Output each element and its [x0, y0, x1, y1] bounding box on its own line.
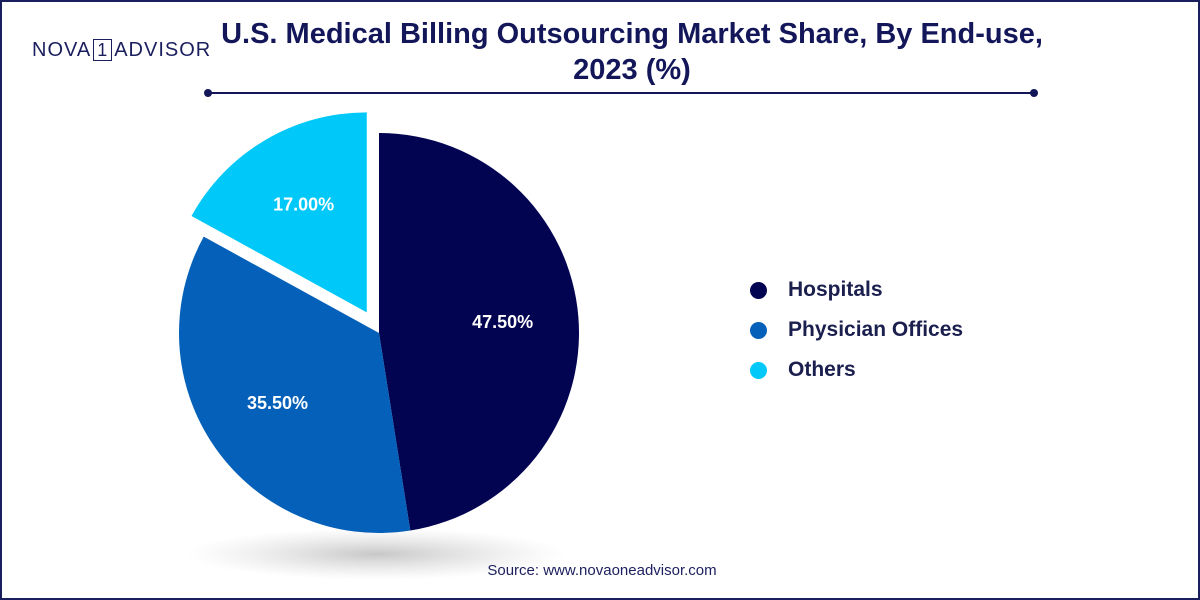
- pie-slice-others: [191, 112, 367, 313]
- legend-label-others: Others: [788, 358, 856, 381]
- data-label-physician-offices: 35.50%: [247, 393, 308, 413]
- legend-swatch-others: [750, 361, 767, 379]
- data-label-hospitals: 47.50%: [472, 312, 533, 332]
- brand-logo: NOVA 1 ADVISOR: [32, 35, 211, 65]
- logo-text-right: ADVISOR: [114, 38, 212, 61]
- pie-slice-physician-offices: [179, 236, 411, 533]
- logo-box: 1: [93, 39, 113, 61]
- legend-item-others: Others: [750, 350, 963, 390]
- divider-dot-left: [204, 89, 212, 97]
- source-note: Source: www.novaoneadvisor.com: [487, 562, 717, 579]
- legend-label-physician-offices: Physician Offices: [788, 318, 964, 341]
- chart-title-line2: 2023 (%): [573, 54, 691, 86]
- legend-swatch-hospitals: [750, 281, 767, 299]
- data-label-others: 17.00%: [273, 194, 334, 214]
- legend: Hospitals Physician Offices Others: [750, 270, 963, 390]
- pie-slice-hospitals: [379, 133, 579, 531]
- chart-title: U.S. Medical Billing Outsourcing Market …: [217, 16, 1047, 88]
- legend-swatch-physician-offices: [750, 321, 767, 339]
- legend-item-physician-offices: Physician Offices: [750, 310, 963, 350]
- logo-text-left: NOVA: [32, 38, 92, 61]
- legend-label-hospitals: Hospitals: [788, 278, 883, 301]
- legend-item-hospitals: Hospitals: [750, 270, 963, 310]
- title-divider: [204, 89, 1038, 97]
- pie-shadow: [187, 528, 567, 580]
- chart-title-line1: U.S. Medical Billing Outsourcing Market …: [221, 18, 1043, 50]
- divider-dot-right: [1030, 89, 1038, 97]
